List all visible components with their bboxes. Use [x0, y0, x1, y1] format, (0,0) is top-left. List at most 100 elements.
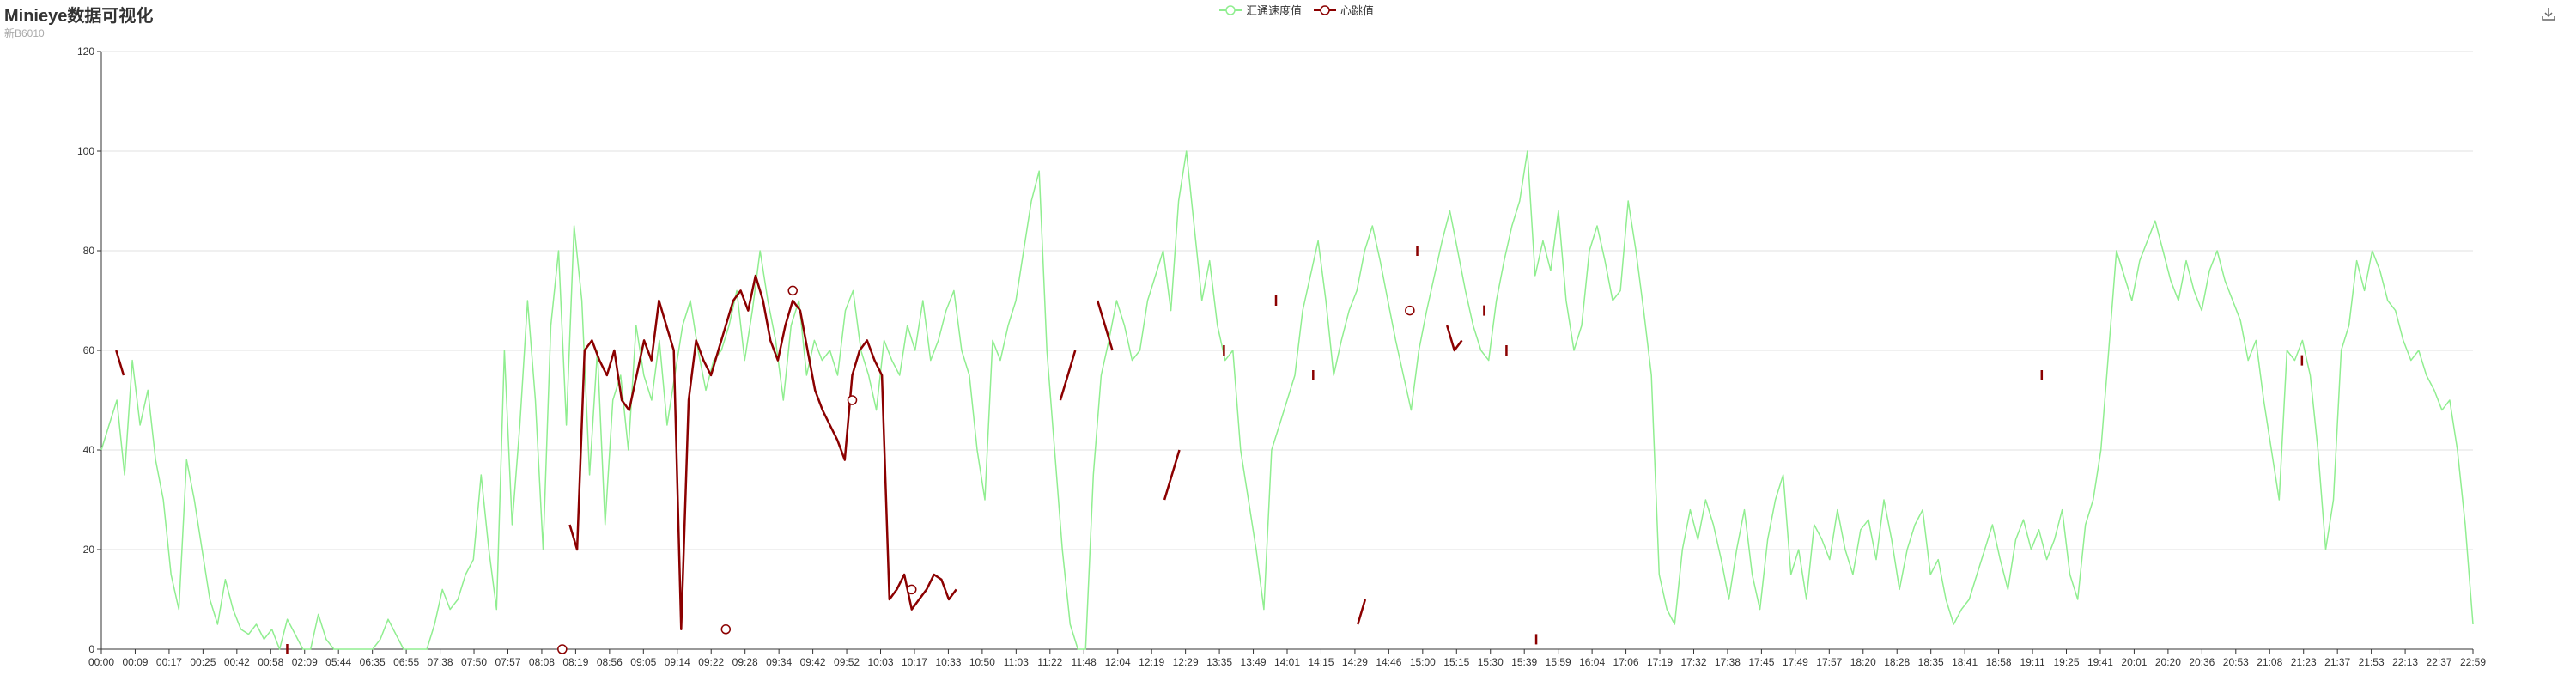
series-marker-1[interactable]	[1405, 305, 1415, 316]
x-tick-label: 09:22	[698, 656, 724, 668]
x-tick-label: 00:17	[156, 656, 182, 668]
legend-label-heartbeat: 心跳值	[1340, 4, 1375, 17]
x-tick-label: 13:35	[1206, 656, 1232, 668]
x-tick-label: 10:33	[935, 656, 961, 668]
x-tick-label: 07:38	[428, 656, 453, 668]
x-tick-label: 17:38	[1715, 656, 1741, 668]
x-tick-label: 00:09	[122, 656, 148, 668]
series-line-1	[115, 350, 125, 376]
x-tick-label: 06:55	[393, 656, 419, 668]
legend-line-circle-icon	[1219, 4, 1242, 15]
series-line-1	[1097, 300, 1114, 351]
x-tick-label: 14:01	[1274, 656, 1300, 668]
x-tick-label: 11:48	[1072, 656, 1097, 668]
x-tick-label: 17:06	[1613, 656, 1639, 668]
series-line-1	[1446, 325, 1463, 352]
x-tick-label: 15:59	[1546, 656, 1571, 668]
legend-item-speed[interactable]: 汇通速度值	[1219, 2, 1302, 18]
y-tick-label: 20	[83, 544, 95, 556]
x-tick-label: 17:57	[1816, 656, 1842, 668]
series-line-0	[100, 150, 2474, 650]
x-tick-label: 14:15	[1308, 656, 1334, 668]
x-tick-label: 02:09	[292, 656, 318, 668]
y-tick-label: 60	[83, 344, 95, 356]
x-tick-label: 15:15	[1443, 656, 1469, 668]
series-marker-1[interactable]	[787, 285, 798, 296]
x-tick-label: 22:13	[2392, 656, 2418, 668]
series-marker-1[interactable]	[907, 584, 917, 595]
download-icon	[2542, 8, 2555, 21]
legend-item-heartbeat[interactable]: 心跳值	[1314, 2, 1374, 18]
x-tick-label: 05:44	[325, 656, 351, 668]
x-tick-label: 13:49	[1241, 656, 1267, 668]
page-subtitle: 新B6010	[4, 27, 45, 40]
x-tick-label: 21:37	[2324, 656, 2350, 668]
x-tick-label: 00:25	[190, 656, 216, 668]
x-tick-label: 15:30	[1478, 656, 1504, 668]
x-tick-label: 21:08	[2257, 656, 2282, 668]
x-tick-label: 19:11	[2020, 656, 2044, 668]
series-line-1	[1163, 449, 1181, 501]
x-tick-label: 21:23	[2291, 656, 2317, 668]
x-tick-label: 20:01	[2121, 656, 2147, 668]
x-tick-label: 00:42	[224, 656, 250, 668]
legend-line-circle-icon	[1314, 4, 1337, 15]
x-tick-label: 11:03	[1004, 656, 1029, 668]
x-tick-label: 19:41	[2087, 656, 2113, 668]
y-tick-label: 0	[88, 643, 94, 655]
x-tick-label: 06:35	[360, 656, 386, 668]
x-tick-label: 09:05	[630, 656, 656, 668]
y-tick-label: 80	[83, 245, 95, 257]
x-tick-label: 20:20	[2155, 656, 2181, 668]
chart-series	[100, 150, 2474, 654]
x-tick-label: 17:19	[1647, 656, 1673, 668]
x-tick-label: 08:56	[597, 656, 623, 668]
x-tick-label: 18:41	[1952, 656, 1978, 668]
x-tick-label: 07:57	[495, 656, 520, 668]
series-line-1	[1357, 599, 1367, 625]
x-tick-label: 15:00	[1410, 656, 1436, 668]
y-axis: 0 20 40 60 80 100 120	[77, 46, 102, 655]
download-button[interactable]	[2540, 5, 2557, 22]
x-tick-label: 18:28	[1884, 656, 1910, 668]
x-tick-label: 10:50	[969, 656, 995, 668]
x-tick-label: 14:29	[1342, 656, 1368, 668]
x-tick-label: 08:08	[529, 656, 555, 668]
x-tick-label: 09:52	[834, 656, 860, 668]
chart-grid	[101, 51, 2473, 650]
series-marker-1[interactable]	[847, 395, 858, 405]
x-tick-label: 09:14	[665, 656, 690, 668]
x-tick-label: 00:00	[88, 656, 114, 668]
y-tick-label: 100	[77, 145, 94, 157]
x-tick-label: 16:04	[1579, 656, 1605, 668]
x-tick-label: 17:32	[1680, 656, 1706, 668]
x-tick-label: 17:49	[1783, 656, 1808, 668]
series-line-1	[1059, 350, 1077, 401]
x-tick-label: 17:45	[1748, 656, 1774, 668]
x-tick-label: 14:46	[1376, 656, 1401, 668]
x-tick-label: 12:19	[1139, 656, 1164, 668]
series-marker-1[interactable]	[557, 644, 568, 654]
x-tick-label: 07:50	[461, 656, 487, 668]
x-tick-label: 15:39	[1511, 656, 1537, 668]
x-tick-label: 11:22	[1037, 656, 1062, 668]
x-tick-label: 10:17	[902, 656, 927, 668]
x-tick-label: 19:25	[2053, 656, 2079, 668]
x-tick-label: 10:03	[867, 656, 893, 668]
y-tick-label: 120	[77, 46, 94, 58]
x-tick-label: 00:58	[258, 656, 283, 668]
x-tick-label: 09:42	[800, 656, 826, 668]
x-tick-label: 22:59	[2460, 656, 2486, 668]
x-tick-label: 21:53	[2359, 656, 2385, 668]
x-tick-label: 12:29	[1173, 656, 1199, 668]
page-title: Minieye数据可视化	[4, 7, 154, 26]
x-tick-label: 09:34	[766, 656, 792, 668]
chart-legend: 汇通速度值 心跳值	[1219, 2, 1374, 18]
x-tick-label: 08:19	[562, 656, 588, 668]
legend-label-speed: 汇通速度值	[1246, 4, 1303, 17]
x-tick-label: 20:53	[2223, 656, 2249, 668]
x-tick-label: 12:04	[1105, 656, 1131, 668]
series-marker-1[interactable]	[720, 624, 732, 635]
x-tick-label: 09:28	[732, 656, 758, 668]
